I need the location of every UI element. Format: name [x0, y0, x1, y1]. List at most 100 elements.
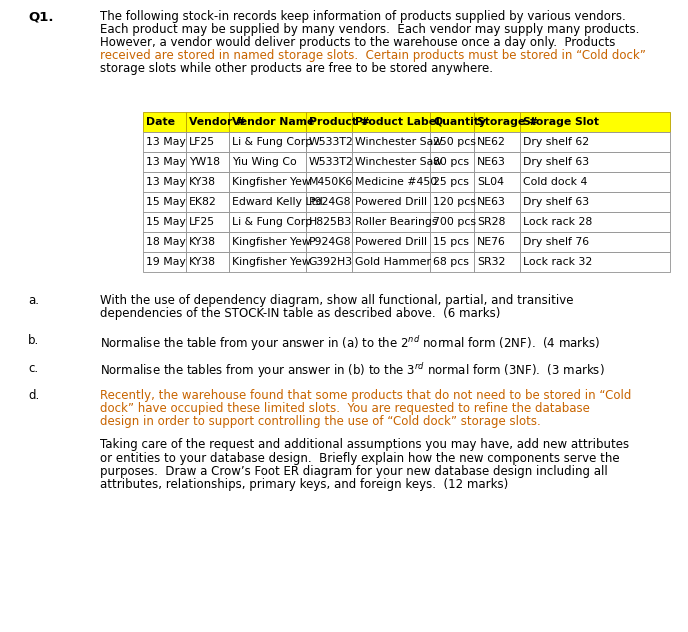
- Bar: [229, 232, 306, 252]
- Text: purposes.  Draw a Crow’s Foot ER diagram for your new database design including : purposes. Draw a Crow’s Foot ER diagram …: [100, 465, 608, 478]
- Text: G392H3: G392H3: [309, 257, 353, 267]
- Text: W533T2: W533T2: [309, 157, 354, 167]
- Bar: [474, 252, 520, 272]
- Text: attributes, relationships, primary keys, and foreign keys.  (12 marks): attributes, relationships, primary keys,…: [100, 478, 508, 491]
- Text: d.: d.: [28, 389, 39, 402]
- Bar: [520, 152, 670, 172]
- Bar: [430, 132, 474, 152]
- Bar: [186, 252, 229, 272]
- Text: KY38: KY38: [189, 237, 216, 247]
- Bar: [186, 112, 229, 132]
- Bar: [474, 152, 520, 172]
- Bar: [352, 172, 430, 192]
- Bar: [430, 232, 474, 252]
- Text: W533T2: W533T2: [309, 137, 354, 147]
- Bar: [229, 112, 306, 132]
- Bar: [520, 172, 670, 192]
- Bar: [430, 172, 474, 192]
- Bar: [352, 112, 430, 132]
- Text: P924G8: P924G8: [309, 237, 352, 247]
- Bar: [306, 112, 352, 132]
- Text: 15 pcs: 15 pcs: [433, 237, 469, 247]
- Text: Dry shelf 63: Dry shelf 63: [524, 197, 590, 207]
- Text: 68 pcs: 68 pcs: [433, 257, 469, 267]
- Text: Li & Fung Corp: Li & Fung Corp: [233, 217, 312, 227]
- Text: 25 pcs: 25 pcs: [433, 177, 469, 187]
- Text: Normalise the tables from your answer in (b) to the 3$^{rd}$ normal form (3NF). : Normalise the tables from your answer in…: [100, 362, 605, 380]
- Bar: [474, 212, 520, 232]
- Text: Yiu Wing Co: Yiu Wing Co: [233, 157, 297, 167]
- Text: 13 May: 13 May: [146, 137, 186, 147]
- Bar: [352, 192, 430, 212]
- Text: NE63: NE63: [477, 197, 506, 207]
- Bar: [430, 112, 474, 132]
- Text: SL04: SL04: [477, 177, 504, 187]
- Bar: [474, 112, 520, 132]
- Bar: [430, 192, 474, 212]
- Text: received are stored in named storage slots.  Certain products must be stored in : received are stored in named storage slo…: [100, 49, 646, 62]
- Bar: [143, 112, 186, 132]
- Text: a.: a.: [28, 294, 39, 307]
- Text: Gold Hammer: Gold Hammer: [355, 257, 431, 267]
- Text: Lock rack 32: Lock rack 32: [524, 257, 592, 267]
- Text: 15 May: 15 May: [146, 217, 186, 227]
- Bar: [520, 132, 670, 152]
- Bar: [306, 172, 352, 192]
- Text: Storage Slot: Storage Slot: [524, 117, 599, 127]
- Bar: [143, 232, 186, 252]
- Text: SR28: SR28: [477, 217, 505, 227]
- Text: Dry shelf 62: Dry shelf 62: [524, 137, 590, 147]
- Bar: [186, 132, 229, 152]
- Bar: [520, 212, 670, 232]
- Bar: [229, 172, 306, 192]
- Text: Cold dock 4: Cold dock 4: [524, 177, 588, 187]
- Text: Powered Drill: Powered Drill: [355, 237, 427, 247]
- Bar: [306, 132, 352, 152]
- Text: Quantity: Quantity: [433, 117, 486, 127]
- Bar: [520, 192, 670, 212]
- Text: Powered Drill: Powered Drill: [355, 197, 427, 207]
- Bar: [229, 252, 306, 272]
- Bar: [474, 232, 520, 252]
- Bar: [520, 232, 670, 252]
- Bar: [143, 172, 186, 192]
- Bar: [352, 132, 430, 152]
- Text: NE76: NE76: [477, 237, 506, 247]
- Text: Taking care of the request and additional assumptions you may have, add new attr: Taking care of the request and additiona…: [100, 439, 629, 451]
- Bar: [186, 192, 229, 212]
- Text: 700 pcs: 700 pcs: [433, 217, 476, 227]
- Text: Edward Kelly Ltd: Edward Kelly Ltd: [233, 197, 323, 207]
- Text: 15 May: 15 May: [146, 197, 186, 207]
- Text: KY38: KY38: [189, 177, 216, 187]
- Bar: [229, 152, 306, 172]
- Bar: [143, 192, 186, 212]
- Bar: [306, 192, 352, 212]
- Text: M450K6: M450K6: [309, 177, 353, 187]
- Text: Medicine #450: Medicine #450: [355, 177, 438, 187]
- Bar: [143, 212, 186, 232]
- Bar: [352, 212, 430, 232]
- Text: Recently, the warehouse found that some products that do not need to be stored i: Recently, the warehouse found that some …: [100, 389, 632, 402]
- Text: KY38: KY38: [189, 257, 216, 267]
- Text: 120 pcs: 120 pcs: [433, 197, 476, 207]
- Bar: [306, 252, 352, 272]
- Text: Dry shelf 63: Dry shelf 63: [524, 157, 590, 167]
- Bar: [306, 152, 352, 172]
- Text: dock” have occupied these limited slots.  You are requested to refine the databa: dock” have occupied these limited slots.…: [100, 402, 590, 415]
- Bar: [306, 232, 352, 252]
- Text: LF25: LF25: [189, 137, 215, 147]
- Text: Each product may be supplied by many vendors.  Each vendor may supply many produ: Each product may be supplied by many ven…: [100, 23, 639, 36]
- Text: Winchester Saw: Winchester Saw: [355, 157, 442, 167]
- Text: Q1.: Q1.: [28, 10, 54, 23]
- Text: Li & Fung Corp: Li & Fung Corp: [233, 137, 312, 147]
- Bar: [474, 192, 520, 212]
- Text: 250 pcs: 250 pcs: [433, 137, 476, 147]
- Text: Vendor Name: Vendor Name: [233, 117, 315, 127]
- Text: 80 pcs: 80 pcs: [433, 157, 469, 167]
- Bar: [430, 252, 474, 272]
- Text: With the use of dependency diagram, show all functional, partial, and transitive: With the use of dependency diagram, show…: [100, 294, 574, 307]
- Text: c.: c.: [28, 362, 38, 375]
- Text: Winchester Saw: Winchester Saw: [355, 137, 442, 147]
- Bar: [143, 152, 186, 172]
- Bar: [186, 212, 229, 232]
